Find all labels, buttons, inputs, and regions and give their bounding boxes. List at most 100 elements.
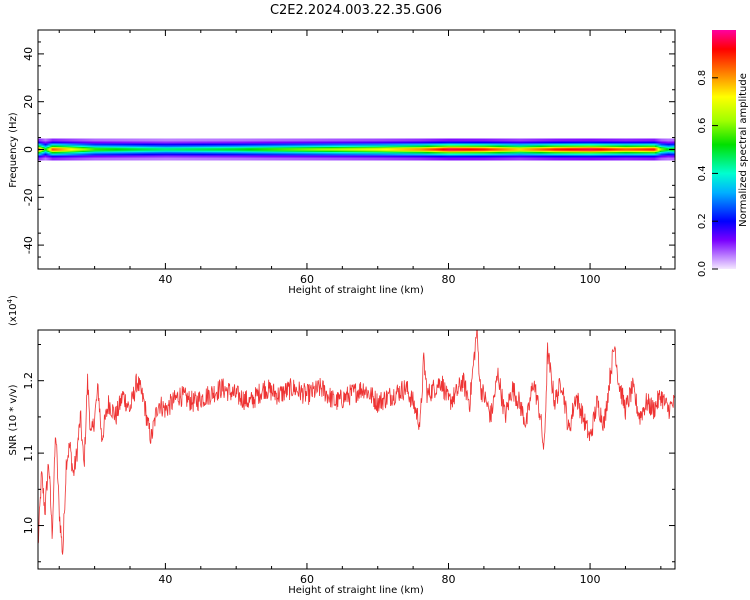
spectrogram-cell bbox=[388, 148, 390, 151]
spectrogram-cell bbox=[451, 148, 453, 151]
snr-panel: 40 60 80 100 1.0 1.1 1.2 Height of straight li… bbox=[6, 295, 676, 596]
spectrogram-cell bbox=[586, 148, 588, 151]
spectrogram-cell bbox=[235, 148, 237, 151]
spectrogram-cell bbox=[296, 148, 298, 151]
spectrogram-cell bbox=[657, 148, 659, 151]
spectrogram-cell bbox=[44, 148, 46, 151]
spectrogram-cell bbox=[131, 148, 133, 151]
y-tick-label: 0 bbox=[22, 146, 35, 153]
spectrogram-cell bbox=[439, 148, 441, 151]
spectrogram-cell bbox=[176, 148, 178, 151]
spectrogram-cell bbox=[136, 148, 138, 151]
spectrogram-cell bbox=[425, 148, 427, 151]
spectrogram-cell bbox=[248, 148, 250, 151]
spectrogram-cell bbox=[273, 148, 275, 151]
spectrogram-cell bbox=[616, 148, 618, 151]
spectrogram-cell bbox=[213, 148, 215, 151]
spectrogram-cell bbox=[210, 148, 212, 151]
spectrogram-cell bbox=[326, 148, 328, 151]
spectrogram-cell bbox=[85, 148, 87, 151]
spectrogram-cell bbox=[635, 148, 637, 151]
spectrogram-cell bbox=[211, 148, 213, 151]
spectrogram-cell bbox=[100, 148, 102, 151]
y-tick-label: 1.2 bbox=[22, 372, 35, 390]
spectrogram-cell bbox=[139, 148, 141, 151]
spectrogram-cell bbox=[185, 148, 187, 151]
spectrogram-cell bbox=[520, 148, 522, 151]
spectrogram-cell bbox=[564, 148, 566, 151]
spectrogram-cell bbox=[610, 148, 612, 151]
spectrogram-cell bbox=[120, 148, 122, 151]
spectrogram-cell bbox=[563, 148, 565, 151]
spectrogram-cell bbox=[187, 148, 189, 151]
spectrogram-cell bbox=[62, 148, 64, 151]
spectrogram-cell bbox=[415, 148, 417, 151]
spectrogram-cell bbox=[431, 148, 433, 151]
spectrogram-cell bbox=[630, 148, 632, 151]
spectrogram-cell bbox=[221, 148, 223, 151]
spectrogram-cell bbox=[523, 148, 525, 151]
spectrogram-cell bbox=[566, 148, 568, 151]
spectrogram-cell bbox=[645, 148, 647, 151]
colorbar-tick-label: 0.8 bbox=[697, 70, 708, 86]
spectrogram-cell bbox=[652, 148, 654, 151]
spectrogram-cell bbox=[337, 148, 339, 151]
spectrogram-cell bbox=[624, 148, 626, 151]
spectrogram-cell bbox=[668, 148, 670, 151]
spectrogram-cell bbox=[507, 148, 509, 151]
spectrogram-cell bbox=[75, 148, 77, 151]
spectrogram-cell bbox=[179, 148, 181, 151]
spectrogram-cell bbox=[490, 148, 492, 151]
spectrogram-cell bbox=[280, 148, 282, 151]
spectrogram-cell bbox=[90, 148, 92, 151]
spectrogram-cell bbox=[362, 148, 364, 151]
spectrogram-cell bbox=[98, 148, 100, 151]
spectrogram-cell bbox=[600, 148, 602, 151]
spectrogram-cell bbox=[309, 148, 311, 151]
spectrogram-cell bbox=[383, 148, 385, 151]
spectrogram-cell bbox=[522, 148, 524, 151]
spectrogram-cell bbox=[277, 148, 279, 151]
spectrogram-cell bbox=[615, 148, 617, 151]
spectrogram-cell bbox=[194, 148, 196, 151]
spectrogram-cell bbox=[241, 148, 243, 151]
snr-scale-base: (x10 bbox=[8, 303, 19, 326]
spectrogram-cell bbox=[613, 148, 615, 151]
spectrogram-cell bbox=[55, 148, 57, 151]
spectrogram-cell bbox=[304, 148, 306, 151]
spectrogram-cell bbox=[421, 148, 423, 151]
spectrogram-cell bbox=[510, 148, 512, 151]
spectrogram-cell bbox=[409, 148, 411, 151]
y-tick-label: 40 bbox=[22, 47, 35, 61]
spectrogram-cell bbox=[272, 148, 274, 151]
spectrogram-cell bbox=[278, 148, 280, 151]
spectrogram-cell bbox=[259, 148, 261, 151]
spectrogram-cell bbox=[360, 148, 362, 151]
spectrogram-cell bbox=[230, 148, 232, 151]
spectrogram-cell bbox=[61, 148, 63, 151]
spectrogram-cell bbox=[316, 148, 318, 151]
spectrogram-cell bbox=[329, 148, 331, 151]
spectrogram-cell bbox=[302, 148, 304, 151]
spectrogram-cell bbox=[459, 148, 461, 151]
spectrogram-cell bbox=[634, 148, 636, 151]
spectrogram-cell bbox=[387, 148, 389, 151]
spectrogram-cell bbox=[408, 148, 410, 151]
spectrogram-cell bbox=[238, 148, 240, 151]
spectrogram-cell bbox=[252, 148, 254, 151]
spectrogram-cell bbox=[632, 148, 634, 151]
spectrogram-cell bbox=[430, 148, 432, 151]
spectrogram-cell bbox=[279, 148, 281, 151]
spectrogram-cell bbox=[505, 148, 507, 151]
spectrogram-cell bbox=[555, 148, 557, 151]
spectrogram-cell bbox=[174, 148, 176, 151]
spectrogram-cell bbox=[319, 148, 321, 151]
spectrogram-cell bbox=[587, 148, 589, 151]
spectrogram-cell bbox=[385, 148, 387, 151]
spectrogram-cell bbox=[156, 148, 158, 151]
spectrogram-cell bbox=[644, 148, 646, 151]
spectrogram-cell bbox=[623, 148, 625, 151]
spectrogram-cell bbox=[414, 148, 416, 151]
spectrogram-cell bbox=[460, 148, 462, 151]
spectrogram-cell bbox=[528, 148, 530, 151]
